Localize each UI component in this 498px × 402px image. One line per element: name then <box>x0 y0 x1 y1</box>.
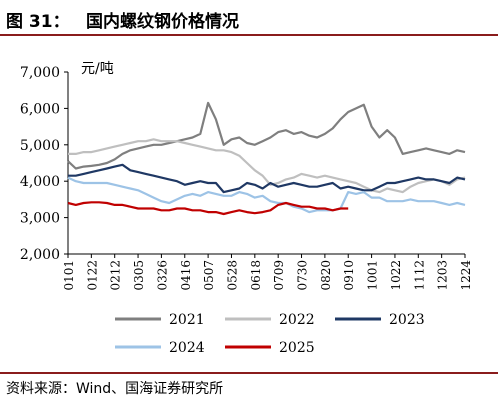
chart-legend: 2021 2022 2023 2024 2025 <box>115 312 425 356</box>
figure-header: 图 31： 国内螺纹钢价格情况 <box>0 0 498 34</box>
top-rule <box>0 34 498 36</box>
series-line-2024 <box>67 176 466 214</box>
legend-label-2022: 2022 <box>279 312 315 328</box>
series-line-2025 <box>67 201 349 216</box>
source-note: 资料来源：Wind、国海证券研究所 <box>6 381 224 397</box>
x-tick-label: 1112 <box>412 260 426 291</box>
legend-label-2021: 2021 <box>169 312 205 328</box>
x-tick-label: 1022 <box>389 260 403 291</box>
x-tick-label: 0326 <box>155 260 169 291</box>
x-tick-label: 0820 <box>319 260 333 291</box>
y-tick-label: 3,000 <box>20 211 60 227</box>
series-line-2023 <box>68 163 466 194</box>
y-tick-label: 5,000 <box>20 138 60 154</box>
y-tick-label: 4,000 <box>20 174 60 190</box>
x-tick-label: 0305 <box>132 260 146 291</box>
x-tick-label: 0416 <box>179 260 193 291</box>
series-layer <box>67 101 466 216</box>
figure-label: 图 31： <box>6 12 70 32</box>
x-tick-label: 0730 <box>296 260 310 291</box>
x-tick-label: 0910 <box>342 260 356 291</box>
y-axis-unit-label: 元/吨 <box>81 61 114 77</box>
x-tick-label: 0709 <box>272 260 286 291</box>
x-tick-label: 0618 <box>249 260 263 291</box>
x-tick-label: 0528 <box>225 260 239 291</box>
y-tick-label: 6,000 <box>20 101 60 117</box>
series-line-2022 <box>68 138 466 194</box>
legend-label-2025: 2025 <box>279 340 315 356</box>
bottom-rule <box>0 372 498 374</box>
legend-label-2023: 2023 <box>389 312 425 328</box>
legend-label-2024: 2024 <box>169 340 205 356</box>
x-tick-label: 0507 <box>202 260 216 291</box>
x-tick-label: 0212 <box>109 260 123 291</box>
y-tick-label: 2,000 <box>20 247 60 263</box>
line-chart: 2,000 3,000 4,000 5,000 6,000 7,000 元/吨 0101 012… <box>20 61 473 356</box>
figure-title: 国内螺纹钢价格情况 <box>86 12 239 32</box>
x-tick-label: 1203 <box>436 260 450 291</box>
x-tick-label: 1224 <box>459 260 473 291</box>
x-tick-label: 1001 <box>366 260 380 291</box>
x-tick-label: 0122 <box>85 260 99 291</box>
chart-axes: 2,000 3,000 4,000 5,000 6,000 7,000 元/吨 0101 012… <box>20 61 473 291</box>
y-tick-label: 7,000 <box>20 65 60 81</box>
x-tick-label: 0101 <box>62 260 76 291</box>
series-line-2021 <box>67 101 466 170</box>
